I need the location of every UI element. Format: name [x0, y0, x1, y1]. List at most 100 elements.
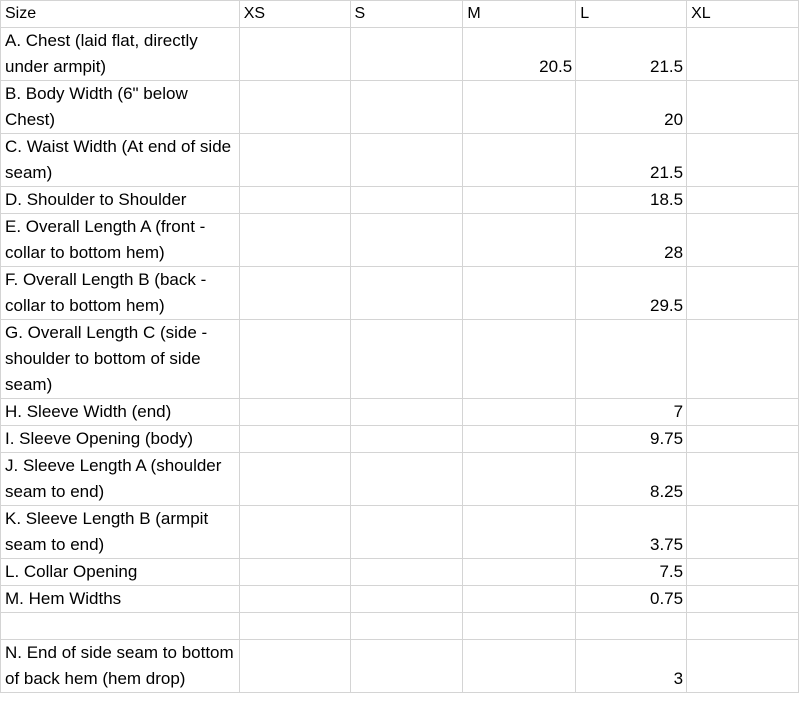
value-cell-m[interactable]: [462, 452, 577, 506]
value-cell-m[interactable]: [462, 425, 577, 453]
value-cell-xs[interactable]: [238, 186, 351, 214]
value-cell-l[interactable]: 21.5: [575, 27, 688, 81]
value-cell-l[interactable]: 9.75: [575, 425, 688, 453]
value-cell-s[interactable]: [349, 505, 464, 559]
size-m-header-cell[interactable]: M: [462, 0, 577, 28]
value-cell-s[interactable]: [349, 319, 464, 399]
size-xl-header-cell[interactable]: XL: [686, 0, 799, 28]
measurement-label-cell[interactable]: A. Chest (laid flat, directly under armp…: [0, 27, 240, 81]
value-cell-l[interactable]: 28: [575, 213, 688, 267]
measurement-label-cell[interactable]: H. Sleeve Width (end): [0, 398, 240, 426]
value-cell-xl[interactable]: [686, 398, 799, 426]
value-cell-m[interactable]: [462, 80, 577, 134]
value-cell-l[interactable]: [575, 319, 688, 399]
value-cell-xs[interactable]: [238, 266, 351, 320]
value-cell-xs[interactable]: [238, 612, 351, 640]
value-cell-xl[interactable]: [686, 558, 799, 586]
value-cell-s[interactable]: [349, 612, 464, 640]
value-cell-m[interactable]: 20.5: [462, 27, 577, 81]
value-cell-l[interactable]: 8.25: [575, 452, 688, 506]
size-xs-header-cell[interactable]: XS: [238, 0, 351, 28]
measurement-label-cell[interactable]: N. End of side seam to bottom of back he…: [0, 639, 240, 693]
measurement-label-cell[interactable]: E. Overall Length A (front - collar to b…: [0, 213, 240, 267]
value-cell-xl[interactable]: [686, 639, 799, 693]
value-cell-s[interactable]: [349, 452, 464, 506]
value-cell-s[interactable]: [349, 585, 464, 613]
value-cell-m[interactable]: [462, 639, 577, 693]
table-row: N. End of side seam to bottom of back he…: [0, 639, 799, 693]
value-cell-xs[interactable]: [238, 213, 351, 267]
measurement-label-cell[interactable]: G. Overall Length C (side - shoulder to …: [0, 319, 240, 399]
value-cell-l[interactable]: 20: [575, 80, 688, 134]
value-cell-xl[interactable]: [686, 186, 799, 214]
value-cell-s[interactable]: [349, 266, 464, 320]
value-cell-xs[interactable]: [238, 585, 351, 613]
measurement-label-cell[interactable]: [0, 612, 240, 640]
measurement-label-cell[interactable]: B. Body Width (6" below Chest): [0, 80, 240, 134]
measurement-label-cell[interactable]: I. Sleeve Opening (body): [0, 425, 240, 453]
value-cell-l[interactable]: [575, 612, 688, 640]
value-cell-l[interactable]: 3.75: [575, 505, 688, 559]
value-cell-xl[interactable]: [686, 612, 799, 640]
value-cell-m[interactable]: [462, 133, 577, 187]
value-cell-s[interactable]: [349, 639, 464, 693]
measurement-label-cell[interactable]: F. Overall Length B (back - collar to bo…: [0, 266, 240, 320]
value-cell-m[interactable]: [462, 186, 577, 214]
measurement-label-cell[interactable]: C. Waist Width (At end of side seam): [0, 133, 240, 187]
value-cell-xs[interactable]: [238, 452, 351, 506]
value-cell-l[interactable]: 18.5: [575, 186, 688, 214]
value-cell-l[interactable]: 21.5: [575, 133, 688, 187]
value-cell-m[interactable]: [462, 266, 577, 320]
value-cell-xs[interactable]: [238, 558, 351, 586]
table-row: L. Collar Opening 7.5: [0, 558, 799, 586]
measurement-label-cell[interactable]: K. Sleeve Length B (armpit seam to end): [0, 505, 240, 559]
value-cell-m[interactable]: [462, 612, 577, 640]
value-cell-xs[interactable]: [238, 80, 351, 134]
value-cell-xs[interactable]: [238, 505, 351, 559]
size-header-cell[interactable]: Size: [0, 0, 240, 28]
table-row: C. Waist Width (At end of side seam) 21.5: [0, 133, 799, 187]
value-cell-xl[interactable]: [686, 452, 799, 506]
value-cell-l[interactable]: 3: [575, 639, 688, 693]
measurement-label-cell[interactable]: D. Shoulder to Shoulder: [0, 186, 240, 214]
size-s-header-cell[interactable]: S: [349, 0, 464, 28]
value-cell-s[interactable]: [349, 398, 464, 426]
value-cell-s[interactable]: [349, 558, 464, 586]
value-cell-m[interactable]: [462, 505, 577, 559]
value-cell-m[interactable]: [462, 558, 577, 586]
value-cell-m[interactable]: [462, 398, 577, 426]
value-cell-m[interactable]: [462, 585, 577, 613]
value-cell-s[interactable]: [349, 80, 464, 134]
value-cell-xs[interactable]: [238, 319, 351, 399]
value-cell-s[interactable]: [349, 27, 464, 81]
value-cell-xl[interactable]: [686, 27, 799, 81]
value-cell-xs[interactable]: [238, 639, 351, 693]
value-cell-s[interactable]: [349, 186, 464, 214]
value-cell-xs[interactable]: [238, 27, 351, 81]
measurement-label-cell[interactable]: M. Hem Widths: [0, 585, 240, 613]
measurement-label-cell[interactable]: J. Sleeve Length A (shoulder seam to end…: [0, 452, 240, 506]
value-cell-l[interactable]: 29.5: [575, 266, 688, 320]
value-cell-xl[interactable]: [686, 425, 799, 453]
value-cell-l[interactable]: 0.75: [575, 585, 688, 613]
measurement-label-cell[interactable]: L. Collar Opening: [0, 558, 240, 586]
value-cell-s[interactable]: [349, 133, 464, 187]
value-cell-s[interactable]: [349, 213, 464, 267]
value-cell-xs[interactable]: [238, 398, 351, 426]
value-cell-xl[interactable]: [686, 133, 799, 187]
value-cell-m[interactable]: [462, 319, 577, 399]
value-cell-l[interactable]: 7: [575, 398, 688, 426]
value-cell-xl[interactable]: [686, 505, 799, 559]
size-l-header-cell[interactable]: L: [575, 0, 688, 28]
value-cell-s[interactable]: [349, 425, 464, 453]
value-cell-m[interactable]: [462, 213, 577, 267]
value-cell-xs[interactable]: [238, 133, 351, 187]
value-cell-xl[interactable]: [686, 213, 799, 267]
value-cell-xl[interactable]: [686, 80, 799, 134]
value-cell-xl[interactable]: [686, 266, 799, 320]
value-cell-xl[interactable]: [686, 319, 799, 399]
value-cell-l[interactable]: 7.5: [575, 558, 688, 586]
value-cell-xl[interactable]: [686, 585, 799, 613]
value-cell-xs[interactable]: [238, 425, 351, 453]
